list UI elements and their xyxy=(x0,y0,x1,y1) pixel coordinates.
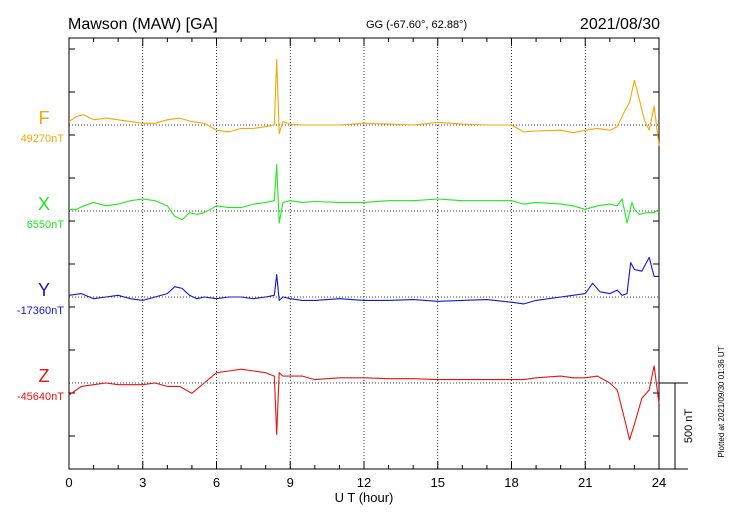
plotted-at-note: Plotted at 2021/09/30 01:36 UT xyxy=(717,346,726,457)
x-tick-labels: 0 3 6 9 12 15 18 21 24 xyxy=(65,475,666,490)
series-baseline-x: 6550nT xyxy=(27,219,65,231)
series-name-f: F xyxy=(39,108,50,128)
series-name-x: X xyxy=(38,194,50,214)
geographic-coordinates: GG (-67.60°, 62.88°) xyxy=(366,19,467,31)
x-tick-label: 3 xyxy=(139,475,146,490)
series-line-f xyxy=(68,59,660,146)
series-line-x xyxy=(69,164,660,224)
series-baseline-z: -45640nT xyxy=(17,391,64,403)
series-labels: F 49270nT X 6550nT Y -17360nT Z -45640nT xyxy=(17,108,64,403)
series-baseline-y: -17360nT xyxy=(17,305,64,317)
series-name-y: Y xyxy=(38,280,50,300)
x-axis-label: U T (hour) xyxy=(335,490,394,505)
x-tick-label: 21 xyxy=(578,475,592,490)
x-tick-label: 6 xyxy=(213,475,220,490)
x-tick-label: 9 xyxy=(287,475,294,490)
scale-bar: 500 nT xyxy=(659,382,695,470)
station-title: Mawson (MAW) [GA] xyxy=(68,16,218,33)
x-tick-label: 12 xyxy=(357,475,371,490)
date-label: 2021/08/30 xyxy=(580,16,660,33)
x-tick-label: 15 xyxy=(431,475,445,490)
series-line-y xyxy=(68,256,659,305)
plot-ticks xyxy=(68,38,660,469)
grid-lines xyxy=(69,38,659,469)
x-tick-label: 18 xyxy=(504,475,518,490)
series-name-z: Z xyxy=(39,366,50,386)
series-baseline-f: 49270nT xyxy=(21,133,65,145)
series-layer xyxy=(68,59,660,441)
x-tick-label: 0 xyxy=(65,475,72,490)
x-tick-label: 24 xyxy=(652,475,666,490)
series-line-z xyxy=(68,365,660,441)
scale-bar-label: 500 nT xyxy=(683,409,695,444)
